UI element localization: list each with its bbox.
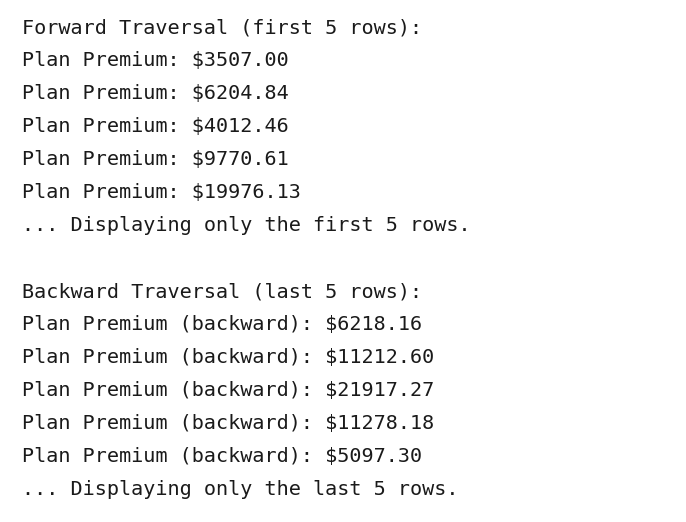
Text: Plan Premium: $9770.61: Plan Premium: $9770.61 xyxy=(22,150,289,169)
Text: Plan Premium: $4012.46: Plan Premium: $4012.46 xyxy=(22,117,289,136)
Text: Backward Traversal (last 5 rows):: Backward Traversal (last 5 rows): xyxy=(22,282,422,301)
Text: ... Displaying only the first 5 rows.: ... Displaying only the first 5 rows. xyxy=(22,216,471,235)
Text: Plan Premium: $19976.13: Plan Premium: $19976.13 xyxy=(22,183,301,202)
Text: Plan Premium: $6204.84: Plan Premium: $6204.84 xyxy=(22,84,289,103)
Text: Plan Premium (backward): $6218.16: Plan Premium (backward): $6218.16 xyxy=(22,315,422,334)
Text: ... Displaying only the last 5 rows.: ... Displaying only the last 5 rows. xyxy=(22,480,458,499)
Text: Plan Premium (backward): $11212.60: Plan Premium (backward): $11212.60 xyxy=(22,348,434,367)
Text: Plan Premium (backward): $21917.27: Plan Premium (backward): $21917.27 xyxy=(22,381,434,400)
Text: Plan Premium (backward): $11278.18: Plan Premium (backward): $11278.18 xyxy=(22,414,434,433)
Text: Plan Premium (backward): $5097.30: Plan Premium (backward): $5097.30 xyxy=(22,447,422,466)
Text: Forward Traversal (first 5 rows):: Forward Traversal (first 5 rows): xyxy=(22,18,422,37)
Text: Plan Premium: $3507.00: Plan Premium: $3507.00 xyxy=(22,51,289,70)
